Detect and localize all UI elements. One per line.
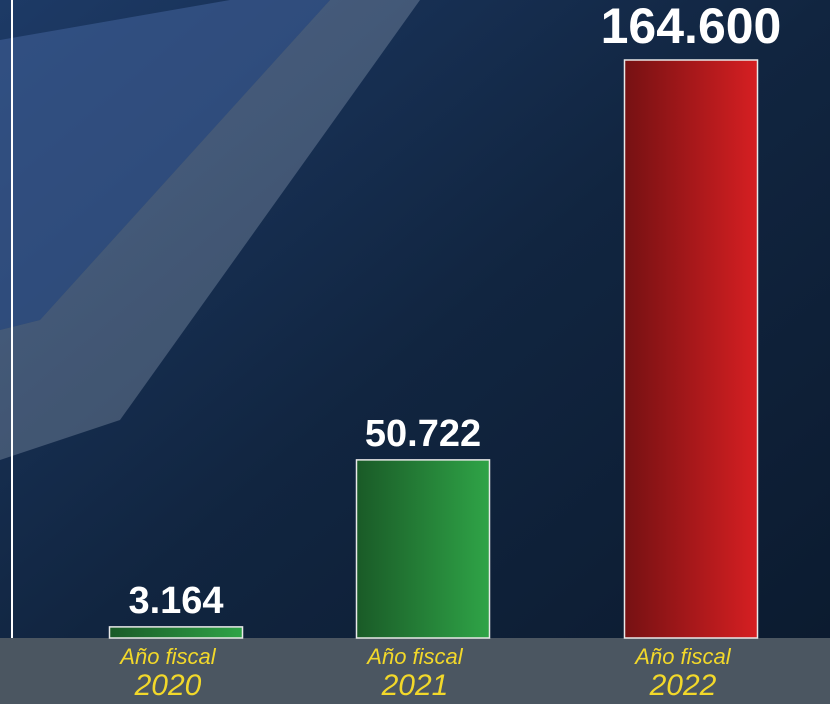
bar: [623, 59, 759, 639]
value-label: 50.722: [365, 413, 481, 455]
category-prefix: Año fiscal: [118, 644, 216, 669]
category-prefix: Año fiscal: [633, 644, 731, 669]
bar: [355, 459, 491, 639]
category-prefix: Año fiscal: [365, 644, 463, 669]
category-label: 2021: [381, 669, 449, 702]
flag-stripe: [0, 0, 420, 460]
label-band: [0, 638, 830, 704]
value-label: 164.600: [601, 0, 782, 54]
flag-stripe: [0, 0, 330, 330]
bar: [108, 626, 244, 639]
category-label: 2020: [134, 669, 202, 702]
category-label: 2022: [649, 669, 717, 702]
value-label: 3.164: [128, 580, 223, 622]
